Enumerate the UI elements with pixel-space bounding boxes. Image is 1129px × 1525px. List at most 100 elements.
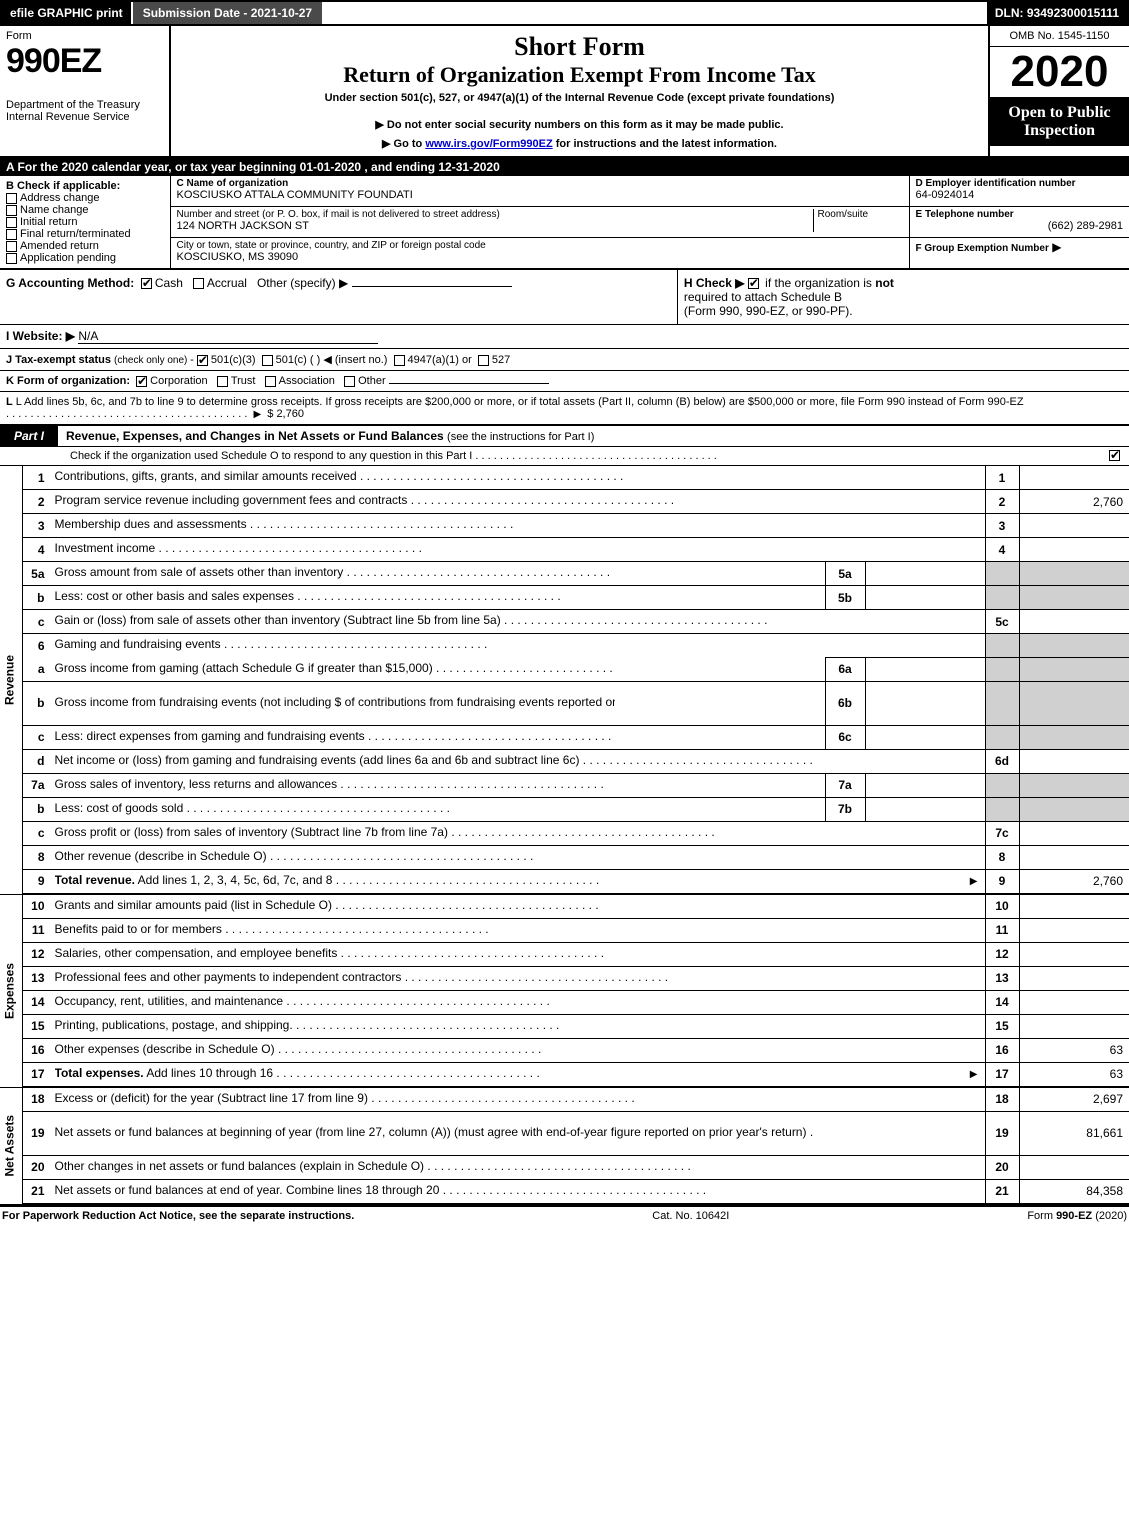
line-box-number: 6d [985, 749, 1019, 773]
line-box-number: 8 [985, 845, 1019, 869]
inline-box-label: 6c [825, 725, 865, 749]
line-h-text3: required to attach Schedule B [684, 290, 842, 304]
shaded-amount [1019, 658, 1129, 682]
city-state-zip: KOSCIUSKO, MS 39090 [177, 251, 903, 263]
line-amount [1019, 821, 1129, 845]
line-text: Less: cost or other basis and sales expe… [51, 586, 826, 610]
inline-amount[interactable] [865, 562, 985, 586]
line-row: 19Net assets or fund balances at beginni… [23, 1111, 1129, 1155]
chk-4947[interactable] [394, 355, 405, 366]
box-b-opt-4[interactable]: Amended return [6, 240, 164, 252]
line-box-number: 20 [985, 1155, 1019, 1179]
line-row: 18Excess or (deficit) for the year (Subt… [23, 1088, 1129, 1112]
line-number: 14 [23, 990, 51, 1014]
line-k: K Form of organization: Corporation Trus… [0, 371, 1129, 392]
chk-527[interactable] [478, 355, 489, 366]
chk-accrual[interactable] [193, 278, 204, 289]
line-box-number: 21 [985, 1179, 1019, 1203]
line-h-not: not [875, 276, 894, 290]
chk-assoc[interactable] [265, 376, 276, 387]
line-row: 5aGross amount from sale of assets other… [23, 562, 1129, 586]
line-number: 7a [23, 773, 51, 797]
chk-corp[interactable] [136, 376, 147, 387]
irs-label: Internal Revenue Service [6, 111, 163, 123]
line-amount: 2,760 [1019, 869, 1129, 893]
footer-mid: Cat. No. 10642I [652, 1210, 729, 1222]
chk-part1-schedo[interactable] [1109, 450, 1120, 461]
line-row: 21Net assets or fund balances at end of … [23, 1179, 1129, 1203]
page-footer: For Paperwork Reduction Act Notice, see … [0, 1206, 1129, 1225]
line-text: Gain or (loss) from sale of assets other… [51, 610, 986, 634]
line-amount [1019, 1014, 1129, 1038]
irs-link[interactable]: www.irs.gov/Form990EZ [425, 138, 552, 150]
line-text: Total revenue. Add lines 1, 2, 3, 4, 5c,… [51, 869, 986, 893]
line-row: 7aGross sales of inventory, less returns… [23, 773, 1129, 797]
line-text: Contributions, gifts, grants, and simila… [51, 466, 986, 490]
line-number: b [23, 681, 51, 725]
line-amount [1019, 749, 1129, 773]
efile-label[interactable]: efile GRAPHIC print [2, 2, 131, 24]
line-number: 9 [23, 869, 51, 893]
org-name: KOSCIUSKO ATTALA COMMUNITY FOUNDATI [177, 189, 903, 201]
submission-date: Submission Date - 2021-10-27 [131, 2, 324, 24]
website-value: N/A [78, 329, 378, 344]
line-box-number: 16 [985, 1038, 1019, 1062]
line-box-number: 11 [985, 918, 1019, 942]
box-d-label: D Employer identification number [916, 178, 1124, 189]
line-i: I Website: ▶ N/A [0, 325, 1129, 349]
shaded-box [985, 797, 1019, 821]
inline-amount[interactable] [865, 681, 985, 725]
box-e-label: E Telephone number [916, 209, 1124, 220]
box-b-opt-1[interactable]: Name change [6, 204, 164, 216]
line-amount [1019, 466, 1129, 490]
line-amount: 81,661 [1019, 1111, 1129, 1155]
shaded-box [985, 773, 1019, 797]
line-number: 10 [23, 895, 51, 919]
chk-trust[interactable] [217, 376, 228, 387]
footer-left: For Paperwork Reduction Act Notice, see … [2, 1210, 354, 1222]
entity-block: B Check if applicable: Address change Na… [0, 176, 1129, 270]
tax-year: 2020 [990, 47, 1129, 98]
shaded-box [985, 725, 1019, 749]
line-number: d [23, 749, 51, 773]
other-org-line[interactable] [389, 383, 549, 384]
inline-amount[interactable] [865, 773, 985, 797]
box-b-opt-3[interactable]: Final return/terminated [6, 228, 164, 240]
line-box-number: 9 [985, 869, 1019, 893]
line-box-number: 19 [985, 1111, 1019, 1155]
line-box-number: 14 [985, 990, 1019, 1014]
line-text: Net income or (loss) from gaming and fun… [51, 749, 986, 773]
line-text: Salaries, other compensation, and employ… [51, 942, 986, 966]
box-b-opt-5[interactable]: Application pending [6, 252, 164, 264]
inline-amount[interactable] [865, 658, 985, 682]
line-text: Total expenses. Add lines 10 through 16 [51, 1062, 986, 1086]
open-to-public: Open to Public Inspection [990, 98, 1129, 146]
line-number: c [23, 821, 51, 845]
line-l-text: L Add lines 5b, 6c, and 7b to line 9 to … [16, 396, 1024, 408]
inline-amount[interactable] [865, 586, 985, 610]
line-amount [1019, 942, 1129, 966]
opt-4947: 4947(a)(1) or [408, 354, 472, 366]
line-row: 20Other changes in net assets or fund ba… [23, 1155, 1129, 1179]
box-b-opt-2[interactable]: Initial return [6, 216, 164, 228]
inline-amount[interactable] [865, 725, 985, 749]
inline-amount[interactable] [865, 797, 985, 821]
line-box-number: 7c [985, 821, 1019, 845]
line-text: Grants and similar amounts paid (list in… [51, 895, 986, 919]
line-h-text4: (Form 990, 990-EZ, or 990-PF). [684, 304, 853, 318]
revenue-lines: 1Contributions, gifts, grants, and simil… [23, 466, 1129, 894]
chk-501c[interactable] [262, 355, 273, 366]
chk-other-org[interactable] [344, 376, 355, 387]
line-row: 13Professional fees and other payments t… [23, 966, 1129, 990]
line-text: Other changes in net assets or fund bala… [51, 1155, 986, 1179]
line-number: 6 [23, 634, 51, 658]
chk-cash[interactable] [141, 278, 152, 289]
other-specify-line[interactable] [352, 286, 512, 287]
line-amount: 63 [1019, 1062, 1129, 1086]
chk-h[interactable] [748, 278, 759, 289]
box-b-opt-0[interactable]: Address change [6, 192, 164, 204]
line-k-label: K Form of organization: [6, 375, 130, 387]
chk-501c3[interactable] [197, 355, 208, 366]
line-row: 1Contributions, gifts, grants, and simil… [23, 466, 1129, 490]
part1-title: Revenue, Expenses, and Changes in Net As… [66, 429, 444, 443]
